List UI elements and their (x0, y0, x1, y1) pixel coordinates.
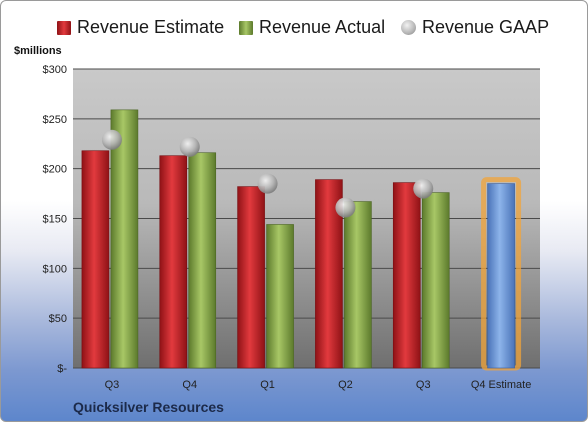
y-tick-label: $250 (43, 114, 67, 126)
y-tick-label: $300 (43, 64, 67, 76)
bar-revenue-actual (421, 192, 450, 369)
gray-circle-icon (401, 20, 416, 35)
y-tick-label: $150 (43, 214, 67, 226)
bar-revenue-estimate (392, 182, 421, 369)
legend-item-revenue-gaap: Revenue GAAP (401, 17, 549, 38)
green-square-icon (239, 20, 253, 35)
bar-revenue-estimate (237, 186, 265, 369)
bar-revenue-actual (188, 152, 217, 369)
y-tick-label: $100 (43, 263, 67, 275)
red-square-icon (57, 20, 71, 35)
legend-label: Revenue GAAP (422, 17, 550, 37)
y-tick-label: $200 (43, 164, 67, 176)
gridlines (73, 68, 540, 369)
bar-revenue-actual (344, 201, 372, 369)
gaap-markers (101, 129, 434, 218)
legend-label: Revenue Actual (259, 17, 386, 37)
bar-revenue-estimate (159, 155, 188, 369)
marker-revenue-gaap (413, 178, 434, 199)
x-tick-label: Q4 Estimate (471, 379, 532, 391)
company-name: Quicksilver Resources (73, 399, 224, 415)
y-tick-label: $50 (49, 313, 67, 325)
y-unit-label: $millions (14, 45, 62, 57)
x-tick-label: Q4 (182, 379, 197, 391)
bar-revenue-actual (110, 109, 139, 369)
marker-revenue-gaap (335, 197, 356, 218)
legend: Revenue Estimate Revenue Actual Revenue … (1, 17, 587, 41)
bars (81, 109, 522, 371)
marker-revenue-gaap (257, 173, 278, 194)
x-axis: Q3 Q4 Q1 Q2 Q3 Q4 Estimate (105, 379, 532, 391)
x-tick-label: Q1 (260, 379, 275, 391)
x-tick-label: Q3 (105, 379, 120, 391)
bar-q4-estimate (487, 183, 515, 369)
y-tick-label: $- (57, 363, 67, 375)
y-axis: $- $50 $100 $150 $200 $250 $300 (43, 64, 68, 375)
legend-item-revenue-actual: Revenue Actual (239, 17, 385, 38)
bar-revenue-estimate (81, 150, 110, 369)
marker-revenue-gaap (101, 129, 122, 150)
bar-revenue-actual (266, 224, 294, 369)
x-tick-label: Q3 (416, 379, 431, 391)
legend-item-revenue-estimate: Revenue Estimate (57, 17, 224, 38)
marker-revenue-gaap (179, 136, 200, 157)
x-tick-label: Q2 (338, 379, 353, 391)
legend-label: Revenue Estimate (77, 17, 225, 37)
